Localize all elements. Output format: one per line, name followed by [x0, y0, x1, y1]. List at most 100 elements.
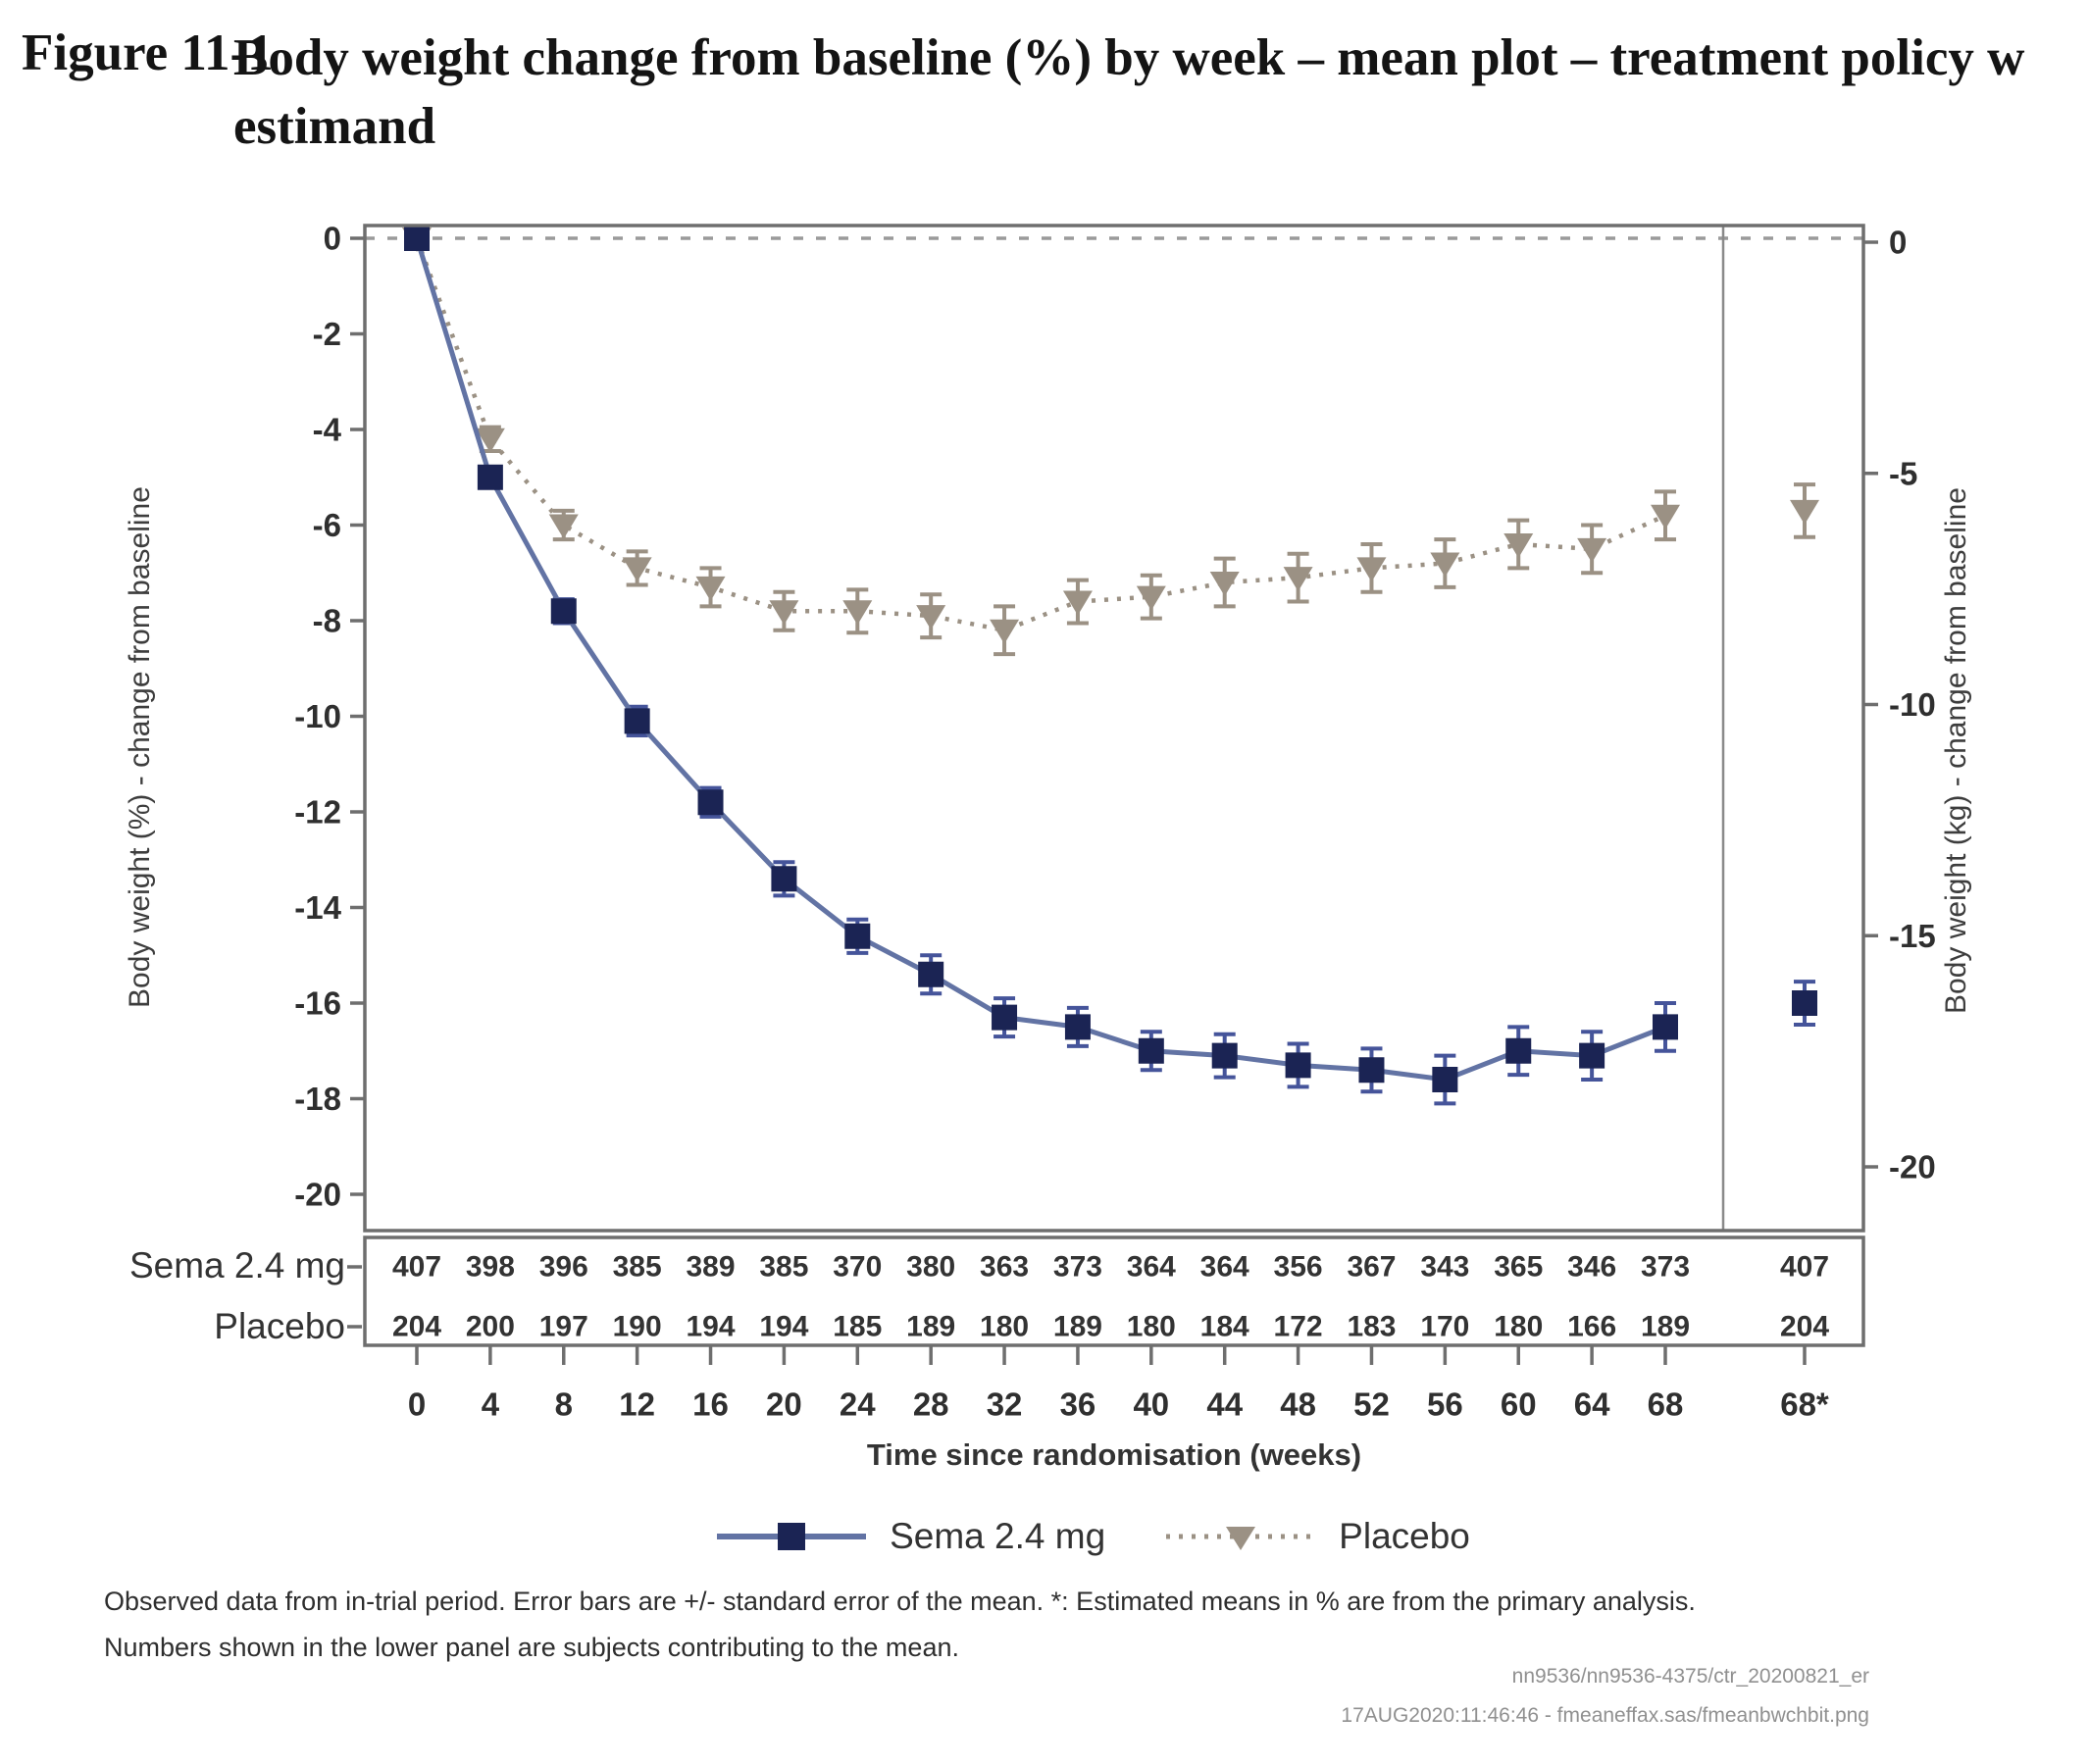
svg-text:200: 200 — [466, 1311, 515, 1343]
svg-text:4: 4 — [482, 1386, 500, 1423]
right-y-axis-title: Body weight (kg) - change from baseline — [1940, 487, 1972, 1014]
svg-text:370: 370 — [833, 1251, 882, 1284]
figure-number-label: Figure 11-1 — [22, 25, 274, 81]
axis-ticks-and-labels: 0 -2 -4 -6 -8 -10 -12 -14 -16 -18 -20 0 -5 -10 -15 -20 0… — [294, 221, 1935, 1423]
svg-text:-12: -12 — [294, 794, 341, 831]
svg-text:398: 398 — [466, 1251, 515, 1284]
svg-text:0: 0 — [1889, 225, 1907, 261]
svg-text:364: 364 — [1127, 1251, 1176, 1284]
svg-text:166: 166 — [1567, 1311, 1616, 1343]
svg-text:40: 40 — [1133, 1386, 1169, 1423]
svg-text:20: 20 — [766, 1386, 802, 1423]
svg-text:189: 189 — [906, 1311, 955, 1343]
svg-text:-8: -8 — [313, 603, 341, 639]
svg-text:-20: -20 — [294, 1177, 341, 1213]
figure-title: Body weight change from baseline (%) by … — [233, 24, 2089, 161]
series-placebo — [402, 227, 1819, 657]
left-y-axis-title: Body weight (%) - change from baseline — [124, 486, 156, 1008]
svg-text:0: 0 — [408, 1386, 426, 1423]
svg-text:12: 12 — [619, 1386, 655, 1423]
svg-text:68*: 68* — [1780, 1386, 1829, 1423]
svg-text:56: 56 — [1427, 1386, 1463, 1423]
svg-text:380: 380 — [906, 1251, 955, 1284]
footnote-line1: Observed data from in-trial period. Erro… — [104, 1587, 1696, 1616]
svg-text:194: 194 — [759, 1311, 808, 1343]
subject-counts: 407 398 396 385 389 385 370 380 363 373 364 364 356 3… — [392, 1251, 1829, 1343]
svg-text:180: 180 — [1494, 1311, 1543, 1343]
lower-panel-row-label-placebo: Placebo — [214, 1306, 345, 1346]
svg-text:189: 189 — [1641, 1311, 1690, 1343]
svg-text:170: 170 — [1420, 1311, 1469, 1343]
svg-text:197: 197 — [539, 1311, 588, 1343]
svg-text:48: 48 — [1280, 1386, 1316, 1423]
svg-text:44: 44 — [1206, 1386, 1243, 1423]
svg-text:28: 28 — [913, 1386, 949, 1423]
sas-output-credits: nn9536/nn9536-4375/ctr_20200821_er 17AUG… — [1341, 1657, 1869, 1736]
svg-text:-15: -15 — [1889, 918, 1936, 954]
lower-panel-row-label-sema: Sema 2.4 mg — [128, 1245, 345, 1285]
svg-text:194: 194 — [686, 1311, 735, 1343]
svg-text:204: 204 — [392, 1311, 441, 1343]
svg-text:185: 185 — [833, 1311, 882, 1343]
svg-text:407: 407 — [1780, 1251, 1829, 1284]
svg-text:-20: -20 — [1889, 1149, 1936, 1185]
svg-text:32: 32 — [987, 1386, 1023, 1423]
svg-text:373: 373 — [1641, 1251, 1690, 1284]
legend-label-placebo: Placebo — [1339, 1516, 1470, 1556]
legend-label-sema: Sema 2.4 mg — [890, 1516, 1106, 1556]
footnotes: Observed data from in-trial period. Erro… — [104, 1579, 1696, 1671]
svg-text:-5: -5 — [1889, 455, 1917, 491]
svg-text:204: 204 — [1780, 1311, 1829, 1343]
svg-text:365: 365 — [1494, 1251, 1543, 1284]
credit-line1: nn9536/nn9536-4375/ctr_20200821_er — [1511, 1665, 1869, 1688]
svg-text:407: 407 — [392, 1251, 441, 1284]
svg-text:396: 396 — [539, 1251, 588, 1284]
x-axis-title: Time since randomisation (weeks) — [866, 1437, 1362, 1472]
svg-text:0: 0 — [324, 221, 341, 257]
svg-text:189: 189 — [1053, 1311, 1102, 1343]
svg-text:356: 356 — [1274, 1251, 1323, 1284]
svg-text:24: 24 — [840, 1386, 876, 1423]
svg-text:-2: -2 — [313, 316, 341, 352]
svg-text:343: 343 — [1420, 1251, 1469, 1284]
credit-line2: 17AUG2020:11:46:46 - fmeaneffax.sas/fmea… — [1341, 1704, 1869, 1727]
chart-legend: Sema 2.4 mg Placebo — [441, 1515, 1746, 1558]
svg-text:367: 367 — [1347, 1251, 1396, 1284]
figure-title-line2: estimand — [233, 98, 436, 155]
svg-text:-10: -10 — [1889, 686, 1936, 723]
svg-text:385: 385 — [613, 1251, 662, 1284]
svg-text:-6: -6 — [313, 507, 341, 543]
svg-text:184: 184 — [1200, 1311, 1249, 1343]
plot-border — [363, 224, 1865, 1347]
svg-text:60: 60 — [1501, 1386, 1537, 1423]
svg-text:183: 183 — [1347, 1311, 1396, 1343]
placebo-line-marker-icon — [1166, 1527, 1316, 1550]
svg-text:385: 385 — [759, 1251, 808, 1284]
svg-text:363: 363 — [980, 1251, 1029, 1284]
svg-text:8: 8 — [555, 1386, 573, 1423]
svg-text:16: 16 — [692, 1386, 729, 1423]
figure-title-line1: Body weight change from baseline (%) by … — [233, 29, 2025, 86]
svg-text:190: 190 — [613, 1311, 662, 1343]
series-sema — [404, 226, 1817, 1106]
legend-item-placebo: Placebo — [1166, 1515, 1470, 1558]
svg-text:364: 364 — [1200, 1251, 1249, 1284]
svg-text:64: 64 — [1574, 1386, 1610, 1423]
svg-text:172: 172 — [1274, 1311, 1323, 1343]
svg-text:68: 68 — [1648, 1386, 1684, 1423]
svg-text:346: 346 — [1567, 1251, 1616, 1284]
svg-text:180: 180 — [980, 1311, 1029, 1343]
svg-text:36: 36 — [1060, 1386, 1096, 1423]
footnote-line2: Numbers shown in the lower panel are sub… — [104, 1633, 959, 1662]
svg-text:373: 373 — [1053, 1251, 1102, 1284]
legend-item-sema: Sema 2.4 mg — [717, 1515, 1105, 1558]
svg-text:389: 389 — [686, 1251, 735, 1284]
svg-text:-14: -14 — [294, 889, 341, 926]
svg-text:-10: -10 — [294, 698, 341, 734]
svg-text:52: 52 — [1353, 1386, 1390, 1423]
svg-text:180: 180 — [1127, 1311, 1176, 1343]
svg-text:-4: -4 — [313, 412, 342, 448]
svg-text:-18: -18 — [294, 1081, 341, 1117]
